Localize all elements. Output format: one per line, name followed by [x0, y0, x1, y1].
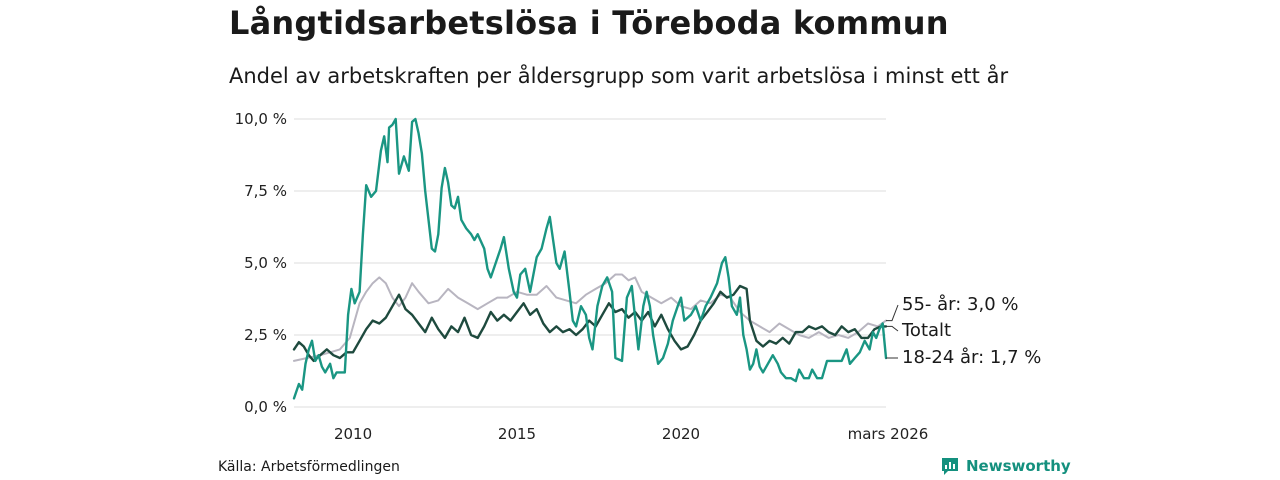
x-tick-label: 2015 — [498, 425, 536, 443]
series-end-labels: 55- år: 3,0 % Totalt 18-24 år: 1,7 % — [886, 294, 1041, 368]
series-line-1 — [292, 284, 888, 363]
x-tick-label: 2010 — [334, 425, 372, 443]
end-label-leader — [886, 304, 899, 322]
source-note: Källa: Arbetsförmedlingen — [218, 459, 400, 475]
brand-name: Newsworthy — [966, 457, 1071, 475]
chart-subtitle: Andel av arbetskraften per åldersgrupp s… — [229, 64, 1009, 88]
y-tick-label: 5,0 % — [244, 254, 287, 272]
brand-logo[interactable]: Newsworthy — [940, 456, 1071, 476]
data-series — [292, 117, 888, 400]
series-end-label: 18-24 år: 1,7 % — [902, 347, 1041, 368]
x-axis-tick-labels: 2010 2015 2020 mars 2026 — [334, 425, 928, 443]
y-tick-label: 10,0 % — [235, 110, 287, 128]
y-axis-tick-labels: 0,0 % 2,5 % 5,0 % 7,5 % 10,0 % — [235, 110, 287, 416]
y-tick-label: 0,0 % — [244, 398, 287, 416]
gridlines — [294, 118, 886, 408]
y-tick-label: 7,5 % — [244, 182, 287, 200]
x-tick-label: mars 2026 — [848, 425, 929, 443]
series-end-label: 55- år: 3,0 % — [902, 294, 1018, 315]
series-end-label: Totalt — [901, 320, 951, 341]
chart-title: Långtidsarbetslösa i Töreboda kommun — [229, 4, 949, 42]
series-line-0 — [293, 273, 887, 362]
newsworthy-logo-icon — [942, 458, 958, 475]
end-label-leader — [886, 325, 899, 332]
y-tick-label: 2,5 % — [244, 326, 287, 344]
x-tick-label: 2020 — [662, 425, 700, 443]
series-line-2 — [292, 117, 888, 400]
